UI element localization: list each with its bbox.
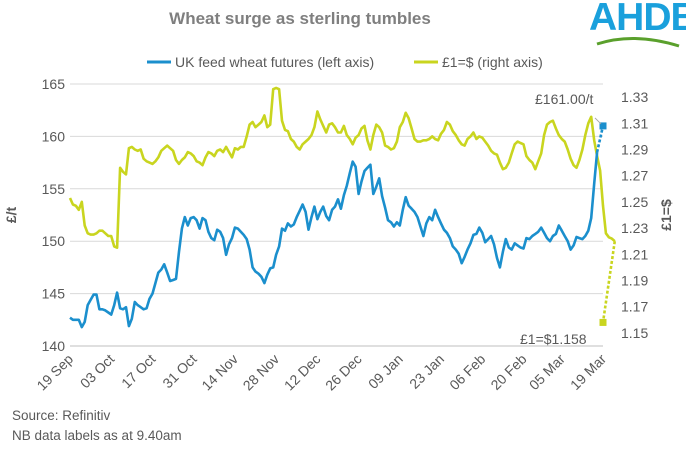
- source-text: Source: Refinitiv: [12, 408, 111, 423]
- y-left-tick-label: 150: [42, 233, 66, 249]
- x-tick-label: 06 Feb: [446, 351, 488, 393]
- legend-label-wheat: UK feed wheat futures (left axis): [175, 54, 374, 70]
- x-tick-label: 20 Feb: [487, 351, 529, 393]
- logo-text: AHDB: [589, 0, 686, 39]
- x-tick-label: 05 Mar: [526, 351, 568, 393]
- y-left-axis-title: £/t: [3, 206, 19, 223]
- y-right-tick-label: 1.27: [621, 168, 648, 184]
- series-last-marker-gbpusd: [599, 318, 607, 326]
- wheat-data-label: £161.00/t: [535, 91, 593, 107]
- y-right-tick-label: 1.31: [621, 115, 648, 131]
- x-tick-label: 14 Nov: [198, 351, 241, 394]
- x-tick-label: 31 Oct: [159, 351, 200, 392]
- y-left-tick-label: 155: [42, 181, 66, 197]
- y-left-tick-label: 165: [42, 76, 66, 92]
- legend-label-gbpusd: £1=$ (right axis): [442, 54, 543, 70]
- x-tick-label: 23 Jan: [406, 351, 447, 392]
- x-tick-label: 26 Dec: [322, 351, 365, 394]
- series-last-marker-wheat: [599, 122, 607, 130]
- chart-title: Wheat surge as sterling tumbles: [169, 9, 431, 28]
- series-final-segment-wheat: [595, 125, 605, 153]
- y-right-tick-label: 1.33: [621, 89, 648, 105]
- series-line-gbpusd: [68, 86, 616, 249]
- y-right-tick-label: 1.19: [621, 273, 648, 289]
- note-text: NB data labels as at 9.40am: [12, 428, 182, 443]
- series-layer: [68, 86, 617, 329]
- y-left-tick-label: 160: [42, 128, 66, 144]
- y-right-axis-title: £1=$: [658, 199, 674, 231]
- series-line-wheat: [69, 151, 599, 329]
- y-right-tick-label: 1.25: [621, 194, 648, 210]
- x-tick-label: 12 Dec: [281, 351, 324, 394]
- x-tick-label: 17 Oct: [118, 351, 159, 392]
- y-left-tick-label: 140: [42, 338, 66, 354]
- gridlines: [70, 83, 603, 347]
- y-right-tick-label: 1.23: [621, 220, 648, 236]
- y-left-tick-label: 145: [42, 286, 66, 302]
- x-tick-label: 28 Nov: [240, 351, 283, 394]
- gbpusd-data-label: £1=$1.158: [520, 331, 587, 347]
- legend: UK feed wheat futures (left axis) £1=$ (r…: [147, 54, 543, 70]
- x-tick-label: 19 Mar: [567, 351, 609, 393]
- ahdb-logo: AHDB: [589, 0, 686, 50]
- y-right-tick-label: 1.15: [621, 325, 648, 341]
- x-tick-label: 09 Jan: [365, 351, 406, 392]
- y-right-tick-label: 1.29: [621, 142, 648, 158]
- wheat-label-leader: [594, 117, 602, 125]
- series-final-segment-gbpusd: [601, 241, 617, 323]
- x-tick-label: 03 Oct: [77, 351, 118, 392]
- x-tick-label: 19 Sep: [33, 351, 76, 394]
- y-right-tick-label: 1.17: [621, 299, 648, 315]
- data-labels: £161.00/t £1=$1.158: [520, 91, 602, 347]
- logo-swoosh: [596, 37, 680, 48]
- y-right-tick-label: 1.21: [621, 246, 648, 262]
